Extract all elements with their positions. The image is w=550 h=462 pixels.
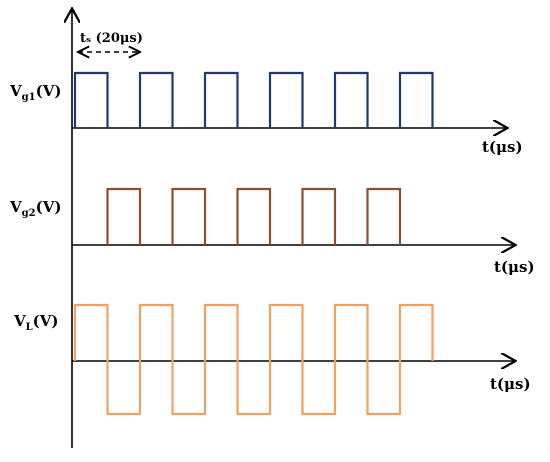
period-label: tₛ (20μs) <box>80 31 143 46</box>
vg1-label: Vg1(V) <box>9 82 61 103</box>
vg2-label: Vg2(V) <box>9 198 61 219</box>
vg1-pulse-train <box>73 71 434 128</box>
time-label-vl: t(μs) <box>490 375 531 393</box>
vl-label: VL(V) <box>13 312 59 333</box>
vl-square-wave <box>73 303 434 416</box>
time-label-vg1: t(μs) <box>482 138 523 156</box>
svg-text:VL(V): VL(V) <box>13 312 59 333</box>
vg2-pulse-train <box>106 187 402 245</box>
svg-text:Vg2(V): Vg2(V) <box>9 198 61 219</box>
time-label-vg2: t(μs) <box>494 258 535 276</box>
svg-text:Vg1(V): Vg1(V) <box>9 82 61 103</box>
